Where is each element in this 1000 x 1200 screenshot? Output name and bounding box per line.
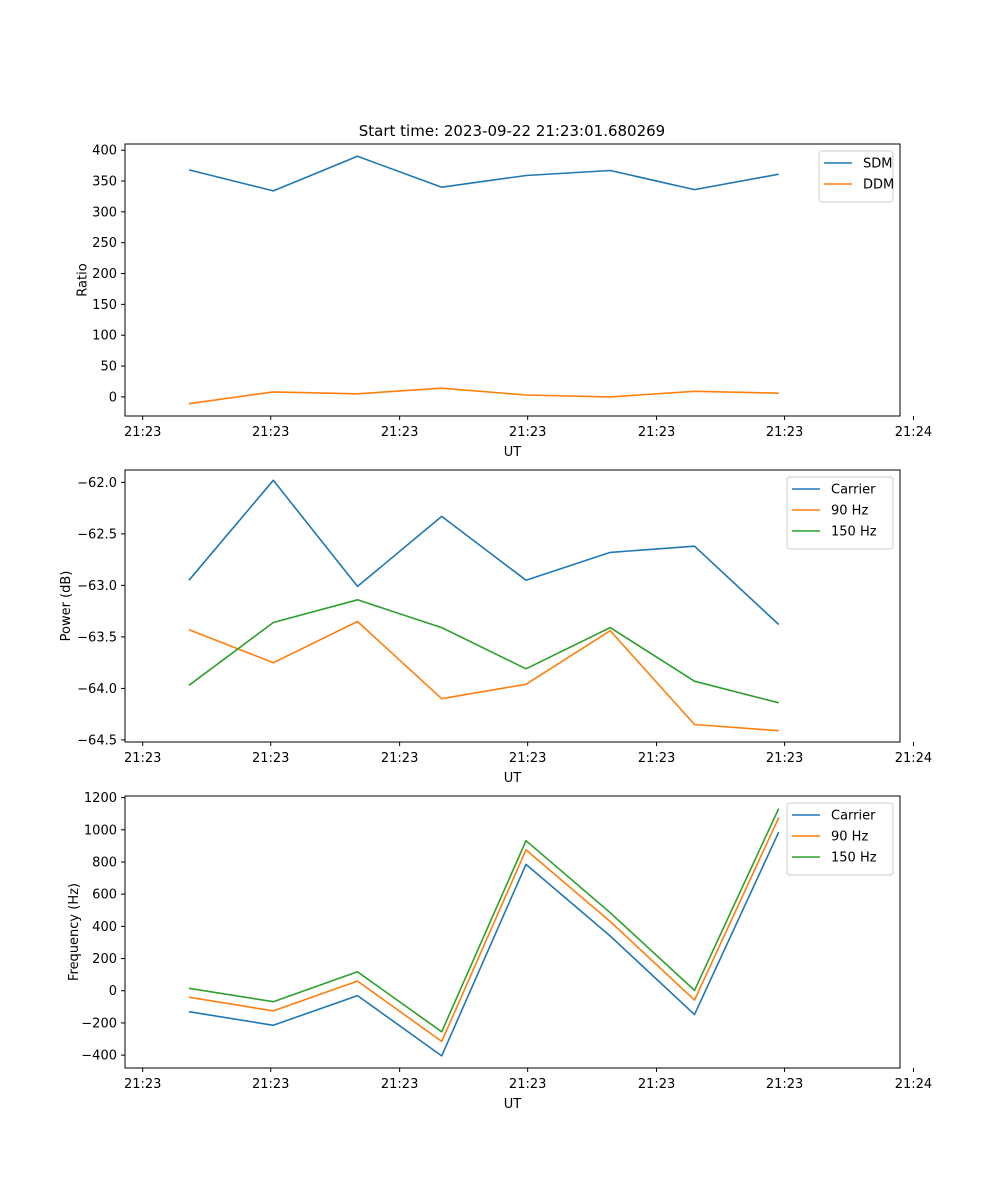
chart-panel-3: 21:23 21:23 21:23 21:23 21:23 21:23 21:24 −400 −…: [67, 791, 932, 1112]
y-tick-label: 1200: [84, 791, 117, 806]
legend-label: 150 Hz: [831, 851, 877, 866]
x-tick-label: 21:23: [509, 425, 546, 440]
x-tick-label: 21:23: [766, 751, 803, 766]
legend-label: DDM: [863, 178, 894, 193]
axes-frame: [124, 143, 901, 417]
y-tick-label: 200: [92, 952, 117, 967]
x-tick-label: 21:23: [381, 751, 418, 766]
chart-panel-1: 21:23 21:23 21:23 21:23 21:23 21:23 21:24 0 50 10…: [75, 143, 932, 460]
series-line-150-hz: [188, 808, 780, 1033]
y-tick-label: −200: [81, 1016, 117, 1031]
series-line-150-hz: [188, 598, 779, 704]
series-line-90-hz: [188, 817, 780, 1043]
x-tick-label: 21:24: [895, 425, 932, 440]
axes-frame: [124, 469, 901, 743]
y-tick-label: 100: [92, 329, 117, 344]
legend-label: 90 Hz: [831, 830, 868, 845]
x-axis-label: UT: [504, 1097, 522, 1112]
x-tick-label: 21:23: [638, 751, 675, 766]
y-tick-label: 300: [92, 205, 117, 220]
x-tick-label: 21:23: [252, 1077, 289, 1092]
legend-label: SDM: [863, 157, 892, 172]
x-tick-label: 21:23: [252, 751, 289, 766]
x-axis-label: UT: [504, 771, 522, 786]
y-axis-label: Frequency (Hz): [67, 883, 82, 981]
y-tick-label: 400: [92, 920, 117, 935]
legend: Carrier 90 Hz 150 Hz: [786, 476, 894, 550]
y-tick-label: 600: [92, 888, 117, 903]
series-line-carrier: [188, 479, 780, 626]
y-tick-label: −62.0: [77, 476, 117, 491]
y-tick-label: −400: [81, 1049, 117, 1064]
x-tick-label: 21:23: [252, 425, 289, 440]
x-tick-label: 21:23: [124, 751, 161, 766]
legend-label: Carrier: [831, 809, 876, 824]
y-tick-label: −63.5: [77, 630, 117, 645]
legend: SDM DDM: [818, 150, 894, 203]
series-line-ddm: [188, 387, 779, 405]
legend: Carrier 90 Hz 150 Hz: [786, 802, 894, 876]
y-tick-label: −63.0: [77, 579, 117, 594]
y-tick-label: 200: [92, 267, 117, 282]
y-tick-label: 50: [100, 360, 117, 375]
x-tick-label: 21:23: [509, 751, 546, 766]
x-tick-label: 21:23: [509, 1077, 546, 1092]
x-tick-label: 21:23: [381, 1077, 418, 1092]
y-tick-label: 0: [109, 390, 117, 405]
x-tick-label: 21:23: [381, 425, 418, 440]
y-tick-label: −64.5: [77, 733, 117, 748]
series-line-sdm: [188, 155, 779, 192]
x-tick-label: 21:24: [895, 751, 932, 766]
y-axis-label: Ratio: [75, 263, 90, 296]
x-tick-label: 21:23: [766, 1077, 803, 1092]
series-line-carrier: [188, 831, 780, 1057]
legend-label: Carrier: [831, 483, 876, 498]
axes-frame: [124, 795, 901, 1069]
x-tick-label: 21:23: [124, 1077, 161, 1092]
y-tick-label: 400: [92, 144, 117, 159]
y-tick-label: 1000: [84, 823, 117, 838]
figure-title: Start time: 2023-09-22 21:23:01.680269: [359, 122, 665, 140]
x-tick-label: 21:23: [638, 425, 675, 440]
y-tick-label: 150: [92, 298, 117, 313]
x-axis-label: UT: [504, 445, 522, 460]
x-tick-label: 21:23: [124, 425, 161, 440]
x-tick-label: 21:23: [638, 1077, 675, 1092]
y-tick-label: 0: [109, 984, 117, 999]
y-tick-label: 800: [92, 855, 117, 870]
x-tick-label: 21:23: [766, 425, 803, 440]
y-tick-label: −64.0: [77, 682, 117, 697]
legend-label: 90 Hz: [831, 504, 868, 519]
series-line-90-hz: [188, 620, 779, 732]
legend-label: 150 Hz: [831, 525, 877, 540]
x-tick-label: 21:24: [895, 1077, 932, 1092]
y-axis-label: Power (dB): [59, 571, 74, 642]
chart-panel-2: 21:23 21:23 21:23 21:23 21:23 21:23 21:24 −64.5…: [59, 469, 932, 786]
y-tick-label: 250: [92, 236, 117, 251]
y-tick-label: 350: [92, 175, 117, 190]
y-tick-label: −62.5: [77, 527, 117, 542]
